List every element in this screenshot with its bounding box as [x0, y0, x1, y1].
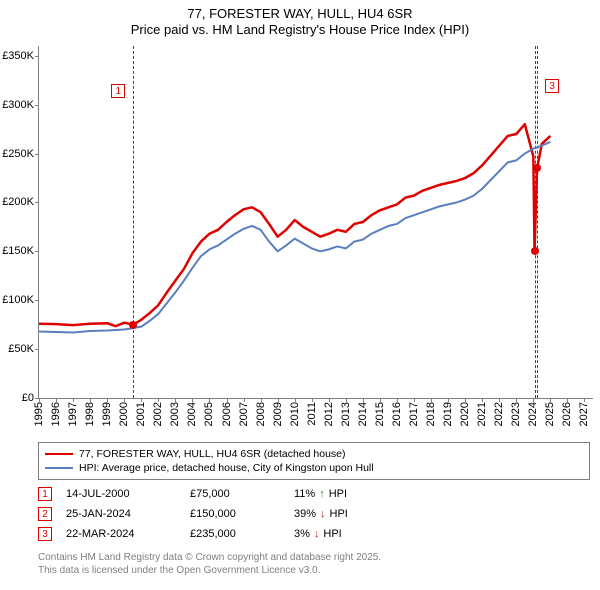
x-tick-label: 1995 — [33, 402, 45, 426]
x-tick-label: 2019 — [442, 402, 454, 426]
event-date: 22-MAR-2024 — [66, 528, 176, 540]
sale-dot — [129, 321, 137, 329]
legend-item: 77, FORESTER WAY, HULL, HU4 6SR (detache… — [45, 447, 583, 461]
event-price: £150,000 — [190, 508, 280, 520]
x-tick-label: 2006 — [221, 402, 233, 426]
event-price: £235,000 — [190, 528, 280, 540]
legend-box: 77, FORESTER WAY, HULL, HU4 6SR (detache… — [38, 442, 590, 480]
legend-item: HPI: Average price, detached house, City… — [45, 461, 583, 475]
x-tick-label: 1997 — [67, 402, 79, 426]
legend-swatch — [45, 453, 73, 455]
x-tick-label: 2018 — [425, 402, 437, 426]
footer-line1: Contains HM Land Registry data © Crown c… — [38, 552, 590, 565]
legend-label: HPI: Average price, detached house, City… — [79, 461, 374, 475]
series-property — [39, 124, 550, 326]
x-tick-label: 2002 — [152, 402, 164, 426]
chart-plot-area: 13 — [38, 46, 593, 399]
y-tick-label: £100K — [0, 294, 34, 306]
event-price: £75,000 — [190, 488, 280, 500]
event-pct: 3%↓HPI — [294, 528, 342, 540]
event-row: 2 25-JAN-2024 £150,000 39%↓HPI — [38, 504, 590, 524]
event-marker: 1 — [38, 487, 52, 501]
x-tick-label: 2003 — [169, 402, 181, 426]
x-tick-label: 2011 — [306, 402, 318, 426]
x-tick-label: 2020 — [459, 402, 471, 426]
y-tick-label: £350K — [0, 50, 34, 62]
event-date: 25-JAN-2024 — [66, 508, 176, 520]
x-tick-label: 1998 — [84, 402, 96, 426]
event-row: 3 22-MAR-2024 £235,000 3%↓HPI — [38, 524, 590, 544]
x-tick-label: 1996 — [50, 402, 62, 426]
event-date: 14-JUL-2000 — [66, 488, 176, 500]
line-series-svg — [39, 46, 593, 398]
x-tick-label: 2004 — [186, 402, 198, 426]
x-tick-label: 2026 — [561, 402, 573, 426]
event-pct: 11%↑HPI — [294, 488, 347, 500]
y-tick-label: £200K — [0, 196, 34, 208]
chart-container: 77, FORESTER WAY, HULL, HU4 6SR Price pa… — [0, 0, 600, 590]
x-tick-label: 2023 — [510, 402, 522, 426]
x-tick-label: 2024 — [527, 402, 539, 426]
event-row: 1 14-JUL-2000 £75,000 11%↑HPI — [38, 484, 590, 504]
event-pct: 39%↓HPI — [294, 508, 348, 520]
y-tick-label: £250K — [0, 148, 34, 160]
x-tick-label: 2001 — [135, 402, 147, 426]
x-tick-label: 2014 — [357, 402, 369, 426]
y-tick-label: £0 — [0, 392, 34, 404]
series-hpi — [39, 142, 550, 333]
legend-label: 77, FORESTER WAY, HULL, HU4 6SR (detache… — [79, 447, 346, 461]
x-tick-label: 2012 — [323, 402, 335, 426]
x-tick-label: 2005 — [203, 402, 215, 426]
y-tick-label: £300K — [0, 99, 34, 111]
x-tick-label: 2021 — [476, 402, 488, 426]
x-tick-label: 2009 — [272, 402, 284, 426]
footer-attribution: Contains HM Land Registry data © Crown c… — [38, 552, 590, 577]
events-table: 1 14-JUL-2000 £75,000 11%↑HPI 2 25-JAN-2024 £1… — [38, 484, 590, 544]
sale-dot — [531, 247, 539, 255]
x-tick-label: 2000 — [118, 402, 130, 426]
chart-event-marker: 3 — [545, 79, 559, 93]
y-tick-label: £150K — [0, 245, 34, 257]
x-tick-label: 2016 — [391, 402, 403, 426]
x-tick-label: 2010 — [289, 402, 301, 426]
sale-dot — [533, 164, 541, 172]
arrow-down-icon: ↓ — [320, 508, 326, 520]
title-line2: Price paid vs. HM Land Registry's House … — [0, 22, 600, 38]
chart-event-marker: 1 — [111, 84, 125, 98]
x-tick-label: 2015 — [374, 402, 386, 426]
x-tick-label: 2017 — [408, 402, 420, 426]
footer-line2: This data is licensed under the Open Gov… — [38, 565, 590, 578]
y-tick-label: £50K — [0, 343, 34, 355]
arrow-down-icon: ↓ — [314, 528, 320, 540]
title-line1: 77, FORESTER WAY, HULL, HU4 6SR — [0, 6, 600, 22]
x-tick-label: 2022 — [493, 402, 505, 426]
x-tick-label: 2027 — [578, 402, 590, 426]
legend-swatch — [45, 467, 73, 469]
arrow-up-icon: ↑ — [319, 488, 325, 500]
x-tick-label: 2025 — [544, 402, 556, 426]
event-marker: 2 — [38, 507, 52, 521]
x-tick-label: 2008 — [255, 402, 267, 426]
x-tick-label: 2013 — [340, 402, 352, 426]
x-tick-label: 2007 — [238, 402, 250, 426]
title-block: 77, FORESTER WAY, HULL, HU4 6SR Price pa… — [0, 0, 600, 39]
x-tick-label: 1999 — [101, 402, 113, 426]
event-marker: 3 — [38, 527, 52, 541]
